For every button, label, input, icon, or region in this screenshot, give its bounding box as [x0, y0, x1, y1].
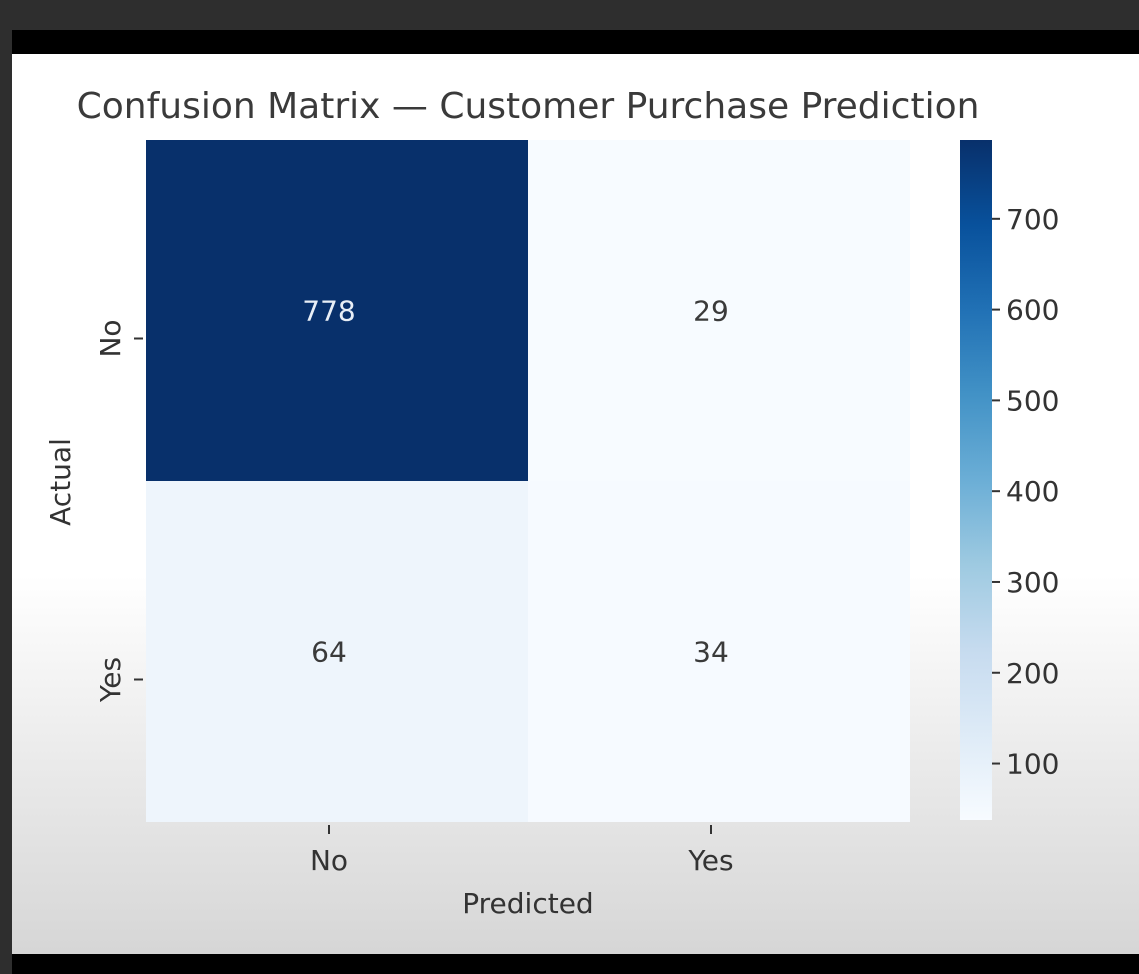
heatmap-cell-yes-yes [528, 481, 910, 822]
x-axis-ticks: No Yes [310, 825, 734, 877]
y-tick-label: Yes [94, 657, 127, 703]
cell-value-label: 64 [311, 636, 347, 669]
colorbar-tick-label: 100 [1006, 748, 1059, 781]
cell-value-label: 34 [693, 636, 729, 669]
x-tick-label: No [310, 844, 348, 877]
colorbar-tick-label: 600 [1006, 294, 1059, 327]
colorbar [960, 140, 992, 820]
colorbar-tick-label: 500 [1006, 384, 1059, 417]
heatmap-cell-yes-no [146, 481, 528, 822]
heatmap-cell-no-yes [528, 140, 910, 481]
y-tick-label: No [94, 319, 127, 357]
colorbar-tick-label: 300 [1006, 566, 1059, 599]
heatmap-cell-labels: 778 29 64 34 [302, 295, 729, 669]
colorbar-ticks: 100 200 300 400 500 600 700 [992, 203, 1059, 781]
y-axis-ticks: No Yes [94, 319, 143, 703]
cell-value-label: 29 [693, 295, 729, 328]
heatmap-cell-no-no [146, 140, 528, 481]
bottom-black-bar [12, 954, 1139, 974]
x-axis-label: Predicted [462, 887, 593, 920]
x-tick-label: Yes [687, 844, 733, 877]
cell-value-label: 778 [302, 295, 355, 328]
top-black-bar [12, 30, 1139, 54]
y-axis-label: Actual [44, 438, 77, 526]
colorbar-tick-label: 700 [1006, 203, 1059, 236]
chart-title: Confusion Matrix — Customer Purchase Pre… [77, 86, 980, 127]
colorbar-tick-label: 200 [1006, 657, 1059, 690]
heatmap-cells [146, 140, 910, 822]
colorbar-tick-label: 400 [1006, 475, 1059, 508]
